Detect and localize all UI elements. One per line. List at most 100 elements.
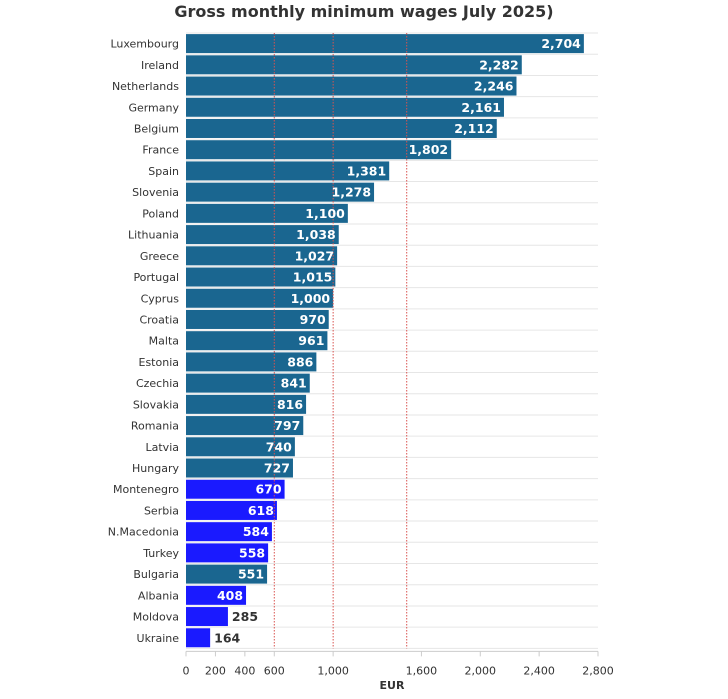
- category-label: Cyprus: [141, 292, 180, 305]
- x-tick-label: 400: [234, 664, 255, 677]
- bar-czechia: [186, 373, 310, 393]
- category-label: Poland: [142, 207, 179, 220]
- value-label: 558: [239, 545, 265, 560]
- bar-moldova: [186, 607, 228, 627]
- value-label: 970: [300, 312, 326, 327]
- category-label: Hungary: [132, 462, 179, 475]
- category-label: Portugal: [133, 271, 179, 284]
- bar-montenegro: [186, 479, 285, 499]
- bar-hungary: [186, 458, 293, 478]
- value-label: 2,246: [474, 79, 514, 94]
- category-label: Turkey: [142, 547, 179, 560]
- bar-ukraine: [186, 628, 211, 648]
- category-label: Ukraine: [137, 632, 180, 645]
- value-label: 727: [264, 461, 290, 476]
- category-label: Bulgaria: [133, 568, 179, 581]
- value-label: 670: [255, 482, 281, 497]
- bar-serbia: [186, 500, 277, 520]
- bar-layer: [186, 34, 584, 648]
- bar-turkey: [186, 543, 269, 563]
- value-label: 584: [243, 524, 269, 539]
- value-label: 1,027: [295, 248, 335, 263]
- bar-malta: [186, 331, 328, 351]
- value-label: 551: [238, 567, 264, 582]
- category-label: Lithuania: [128, 229, 179, 242]
- value-label: 797: [274, 418, 300, 433]
- category-label: N.Macedonia: [108, 526, 179, 539]
- bar-portugal: [186, 267, 336, 287]
- chart-title: Gross monthly minimum wages July 2025): [174, 2, 554, 21]
- value-label: 1,038: [296, 227, 336, 242]
- category-label: Netherlands: [112, 80, 179, 93]
- bar-greece: [186, 246, 338, 266]
- value-label: 2,282: [479, 57, 519, 72]
- x-tick-label: 200: [205, 664, 226, 677]
- category-label: Latvia: [146, 441, 180, 454]
- category-label: Slovakia: [133, 398, 179, 411]
- x-tick-label: 0: [183, 664, 190, 677]
- bar-croatia: [186, 309, 329, 329]
- value-label: 2,704: [541, 36, 581, 51]
- bar-france: [186, 140, 452, 160]
- category-label: Greece: [140, 250, 179, 263]
- category-label: Germany: [128, 101, 179, 114]
- value-label: 2,112: [454, 121, 494, 136]
- bar-spain: [186, 161, 390, 181]
- category-label: Spain: [148, 165, 179, 178]
- category-label: Ireland: [141, 59, 179, 72]
- bar-netherlands: [186, 76, 517, 96]
- x-tick-label: 2,000: [465, 664, 497, 677]
- x-tick-label: 2,400: [523, 664, 555, 677]
- value-label: 408: [217, 588, 243, 603]
- bar-ireland: [186, 55, 522, 75]
- x-axis: 0 200 400 600 1,000 1,600 2,000 2,400 2,800: [183, 650, 614, 677]
- label-layer: Luxembourg 2,704 Ireland 2,282 Netherlands 2,…: [108, 36, 581, 645]
- value-label: 164: [214, 630, 240, 645]
- bar-cyprus: [186, 288, 334, 308]
- value-label: 1,381: [347, 163, 387, 178]
- value-label: 816: [277, 397, 303, 412]
- value-label: 841: [281, 376, 307, 391]
- bar-albania: [186, 585, 247, 605]
- value-label: 618: [248, 503, 274, 518]
- category-label: Serbia: [144, 504, 179, 517]
- bar-germany: [186, 97, 504, 117]
- x-axis-title: EUR: [380, 679, 405, 692]
- bar-luxembourg: [186, 34, 584, 54]
- bar-n-macedonia: [186, 522, 272, 542]
- value-label: 1,278: [332, 185, 372, 200]
- value-label: 1,100: [305, 206, 345, 221]
- x-tick-label: 600: [264, 664, 285, 677]
- category-label: Montenegro: [113, 483, 179, 496]
- bar-belgium: [186, 118, 497, 138]
- bar-bulgaria: [186, 564, 268, 584]
- category-label: Luxembourg: [110, 38, 179, 51]
- category-label: France: [142, 144, 179, 157]
- value-label: 886: [287, 354, 313, 369]
- value-label: 1,802: [409, 142, 449, 157]
- category-label: Romania: [131, 420, 179, 433]
- x-tick-label: 1,600: [406, 664, 438, 677]
- value-label: 285: [232, 609, 258, 624]
- bar-slovenia: [186, 182, 375, 202]
- value-label: 2,161: [461, 100, 501, 115]
- category-label: Moldova: [133, 611, 179, 624]
- reference-line-layer: [273, 33, 408, 649]
- grid-layer: [186, 32, 598, 649]
- value-label: 961: [298, 333, 324, 348]
- bar-slovakia: [186, 394, 307, 414]
- bar-lithuania: [186, 225, 339, 245]
- value-label: 1,015: [293, 270, 333, 285]
- category-label: Czechia: [136, 377, 179, 390]
- category-label: Albania: [138, 589, 179, 602]
- category-label: Slovenia: [132, 186, 179, 199]
- bar-estonia: [186, 352, 317, 372]
- category-label: Malta: [149, 335, 179, 348]
- value-label: 1,000: [291, 291, 331, 306]
- bar-poland: [186, 203, 348, 223]
- category-label: Belgium: [134, 122, 179, 135]
- x-tick-label: 1,000: [317, 664, 349, 677]
- bar-latvia: [186, 437, 295, 457]
- value-label: 740: [266, 439, 292, 454]
